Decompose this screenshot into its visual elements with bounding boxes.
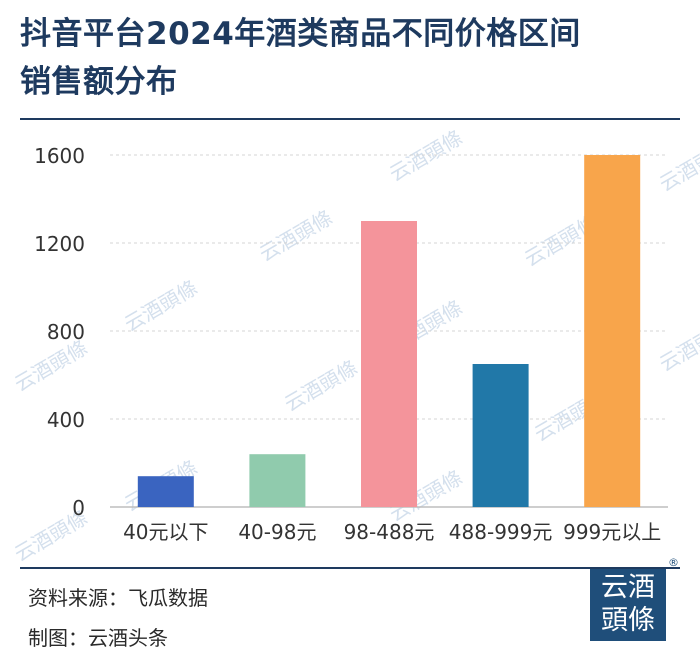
y-tick-label: 1200 (34, 232, 85, 256)
bar (472, 364, 529, 507)
x-tick-label: 999元以上 (563, 520, 661, 544)
title-divider (20, 118, 680, 120)
x-tick-label: 40-98元 (238, 520, 316, 544)
bar (584, 155, 641, 507)
title-line-2: 销售额分布 (20, 64, 178, 100)
chart-title: 抖音平台2024年酒类商品不同价格区间 销售额分布 (20, 10, 680, 106)
y-tick-label: 1600 (34, 144, 85, 168)
chart-svg: 0 400 800 1200 1600 40元以下 40-98元 98-488元 488-999… (34, 144, 668, 544)
title-line-1: 抖音平台2024年酒类商品不同价格区间 (20, 16, 581, 52)
bar-chart: 0 400 800 1200 1600 40元以下 40-98元 98-488元 488-999… (0, 120, 700, 564)
logo-line-1: 云酒 (601, 572, 655, 603)
footer-divider (20, 567, 680, 569)
registered-mark: ® (668, 556, 679, 569)
bar (361, 221, 417, 507)
bar (249, 454, 306, 507)
x-tick-label: 488-999元 (449, 520, 553, 544)
brand-logo: 云酒 頭條 (590, 569, 666, 641)
x-tick-label: 40元以下 (123, 520, 208, 544)
y-tick-label: 400 (47, 408, 85, 432)
y-tick-label: 0 (72, 496, 85, 520)
x-tick-label: 98-488元 (344, 520, 435, 544)
source-note: 资料来源：飞瓜数据 (28, 586, 208, 610)
logo-line-2: 頭條 (601, 605, 655, 636)
y-tick-label: 800 (47, 320, 85, 344)
bar (137, 476, 194, 507)
author-note: 制图：云酒头条 (28, 626, 168, 650)
